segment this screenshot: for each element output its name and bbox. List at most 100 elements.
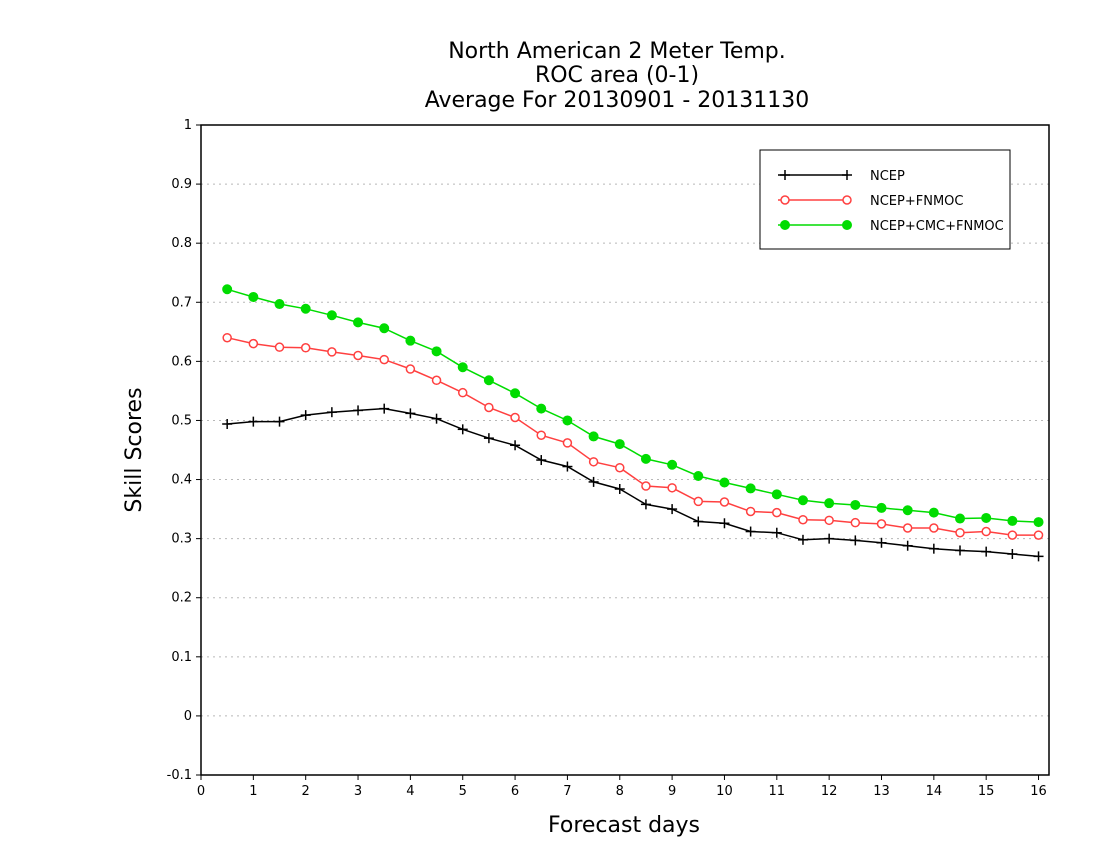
data-point-ncep-fnmoc xyxy=(457,387,468,398)
data-point-ncep-fnmoc xyxy=(562,438,573,448)
data-point-ncep-cmc-fnmoc xyxy=(955,513,966,524)
x-tick-label: 16 xyxy=(1030,784,1047,799)
data-point-ncep-fnmoc xyxy=(274,342,285,352)
data-point-ncep xyxy=(955,545,966,556)
x-tick-label: 6 xyxy=(511,784,519,799)
data-point-ncep xyxy=(353,405,364,416)
data-point-ncep-cmc-fnmoc xyxy=(510,388,521,399)
x-tick-label: 14 xyxy=(926,784,943,799)
data-point-ncep-cmc-fnmoc xyxy=(588,431,599,442)
data-point-ncep-cmc-fnmoc xyxy=(1033,517,1044,528)
data-point-ncep-cmc-fnmoc xyxy=(483,375,494,386)
x-axis-label: Forecast days xyxy=(548,813,700,838)
data-point-ncep-fnmoc xyxy=(588,457,599,467)
y-tick-label: 0.7 xyxy=(171,295,192,310)
data-point-ncep xyxy=(640,499,651,510)
data-point-ncep xyxy=(928,543,939,554)
plot-frame xyxy=(200,124,1050,776)
data-point-ncep-fnmoc xyxy=(981,526,991,537)
chart-title-line-1: North American 2 Meter Temp. xyxy=(448,39,786,64)
data-point-ncep-cmc-fnmoc xyxy=(745,483,756,494)
data-point-ncep-fnmoc xyxy=(300,343,311,353)
y-axis-label: Skill Scores xyxy=(122,387,147,512)
data-point-ncep xyxy=(614,484,625,494)
data-point-ncep xyxy=(483,433,494,444)
data-point-ncep-cmc-fnmoc xyxy=(981,512,992,523)
x-tick-label: 11 xyxy=(769,784,786,799)
y-tick-label: 0.5 xyxy=(171,413,192,428)
data-point-ncep-fnmoc xyxy=(431,375,442,386)
data-point-ncep-fnmoc xyxy=(902,523,913,533)
y-tick-label: 0.2 xyxy=(171,591,192,606)
data-point-ncep-fnmoc xyxy=(693,496,704,507)
legend-marker xyxy=(842,170,852,180)
x-tick-label: 8 xyxy=(616,784,624,799)
data-point-ncep-fnmoc xyxy=(641,481,651,491)
data-point-ncep-fnmoc xyxy=(876,519,887,529)
series-layer xyxy=(222,284,1044,562)
data-point-ncep xyxy=(431,413,442,424)
legend: NCEP NCEP+FNMOC NCEP+CMC+FNMOC xyxy=(759,149,1011,250)
legend-marker xyxy=(780,195,790,205)
data-point-ncep xyxy=(536,455,547,466)
data-point-ncep-fnmoc xyxy=(824,515,834,526)
data-point-ncep-cmc-fnmoc xyxy=(405,335,416,346)
chart-title-line-2: ROC area (0-1) xyxy=(535,63,699,88)
x-tick-label: 15 xyxy=(978,784,995,799)
y-tick-label: 0.9 xyxy=(171,177,192,192)
data-point-ncep-cmc-fnmoc xyxy=(850,499,861,510)
data-point-ncep xyxy=(1033,551,1044,562)
chart-title-line-3: Average For 20130901 - 20131130 xyxy=(425,88,810,113)
series-line-ncep-fnmoc xyxy=(227,336,1039,536)
data-point-ncep-cmc-fnmoc xyxy=(1007,515,1018,526)
data-point-ncep-fnmoc xyxy=(1007,530,1018,540)
y-tick-label: 0.8 xyxy=(171,236,192,251)
data-point-ncep-fnmoc xyxy=(353,350,363,361)
series-ncep-cmc-fnmoc xyxy=(222,284,1044,528)
data-point-ncep-fnmoc xyxy=(405,364,416,374)
y-tick-label: 0.4 xyxy=(171,473,192,488)
series-line-ncep xyxy=(227,407,1039,558)
data-point-ncep xyxy=(850,535,861,546)
data-point-ncep-cmc-fnmoc xyxy=(693,471,704,481)
y-tick-label: 0.6 xyxy=(171,354,192,369)
data-point-ncep xyxy=(248,416,259,427)
x-tick-label: 0 xyxy=(197,784,205,799)
data-point-ncep-cmc-fnmoc xyxy=(824,498,835,509)
data-point-ncep xyxy=(693,516,704,527)
y-tick-label: 0.3 xyxy=(171,532,192,547)
data-point-ncep xyxy=(876,537,887,548)
x-tick-label: 4 xyxy=(406,784,414,799)
legend-marker xyxy=(780,220,790,230)
x-tick-label: 3 xyxy=(354,784,362,799)
data-point-ncep-fnmoc xyxy=(248,338,259,349)
data-point-ncep-cmc-fnmoc xyxy=(928,507,939,518)
legend-item-ncep-fnmoc: NCEP+FNMOC xyxy=(778,194,963,209)
data-point-ncep-fnmoc xyxy=(615,462,625,473)
data-point-ncep-fnmoc xyxy=(510,412,520,423)
data-point-ncep-fnmoc xyxy=(798,514,808,525)
y-tick-label: 0 xyxy=(184,709,192,724)
x-tick-label: 13 xyxy=(873,784,890,799)
data-point-ncep xyxy=(379,403,390,414)
data-point-ncep-fnmoc xyxy=(719,497,730,507)
data-point-ncep xyxy=(510,440,521,451)
data-point-ncep-fnmoc xyxy=(1033,530,1044,540)
x-tick-label: 10 xyxy=(716,784,733,799)
data-point-ncep-cmc-fnmoc xyxy=(902,505,913,516)
series-ncep xyxy=(222,403,1044,562)
data-point-ncep-cmc-fnmoc xyxy=(876,502,887,513)
data-point-ncep xyxy=(667,504,678,515)
data-point-ncep xyxy=(562,461,573,472)
data-point-ncep xyxy=(588,476,599,487)
grid xyxy=(201,183,1049,717)
data-point-ncep-cmc-fnmoc xyxy=(431,346,442,357)
y-tick-label: 0.1 xyxy=(171,650,192,665)
data-point-ncep-fnmoc xyxy=(772,507,782,518)
legend-item-ncep-cmc-fnmoc: NCEP+CMC+FNMOC xyxy=(778,219,1004,234)
data-point-ncep xyxy=(719,518,730,529)
x-tick-label: 1 xyxy=(249,784,257,799)
series-ncep-fnmoc xyxy=(222,332,1044,540)
legend-label: NCEP xyxy=(870,169,905,184)
